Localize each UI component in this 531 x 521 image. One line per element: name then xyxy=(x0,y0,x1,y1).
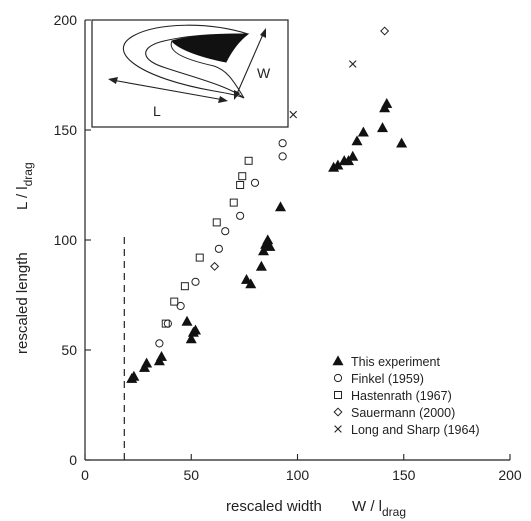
inset-dune-diagram: L W xyxy=(91,19,289,128)
x-tick-label: 0 xyxy=(81,467,89,483)
data-point xyxy=(245,278,257,289)
data-point xyxy=(236,211,245,220)
x-axis-label: rescaled width xyxy=(226,498,322,515)
legend-marker xyxy=(333,407,343,417)
legend-marker xyxy=(334,391,342,399)
data-point xyxy=(163,319,172,328)
data-point xyxy=(161,319,170,328)
dune-outline xyxy=(122,24,249,99)
width-arrow xyxy=(235,31,265,97)
data-point xyxy=(189,324,202,335)
x-tick-label: 150 xyxy=(392,467,416,483)
data-point xyxy=(195,253,204,262)
inset-length-label: L xyxy=(153,103,161,119)
data-point xyxy=(357,126,369,137)
y-axis-symbol: L / ldrag xyxy=(14,162,35,210)
width-arrowhead-top xyxy=(260,28,266,38)
data-point xyxy=(351,135,363,146)
data-point xyxy=(210,261,220,271)
inset-width-label: W xyxy=(257,65,271,81)
data-point xyxy=(347,150,359,161)
dune-horn xyxy=(170,40,245,99)
data-point xyxy=(381,97,393,108)
x-ticks: 0 50 100 150 200 xyxy=(81,454,522,483)
legend-marker xyxy=(332,355,344,366)
data-point xyxy=(214,244,223,253)
y-tick-label: 0 xyxy=(69,452,77,468)
y-axis-symbol-main: L / l xyxy=(14,186,31,210)
legend-label: Long and Sharp (1964) xyxy=(351,423,480,437)
data-point xyxy=(238,172,247,181)
x-tick-label: 50 xyxy=(183,467,199,483)
data-point xyxy=(264,240,276,251)
data-point xyxy=(185,333,197,344)
data-point xyxy=(180,282,189,291)
x-axis-symbol-main: W / l xyxy=(352,498,382,515)
data-point xyxy=(396,137,408,148)
data-point xyxy=(255,260,267,271)
data-point xyxy=(236,181,245,189)
x-tick-label: 100 xyxy=(286,467,310,483)
data-point xyxy=(221,227,230,236)
dune-slipface xyxy=(171,33,250,63)
data-point xyxy=(289,110,298,119)
data-point xyxy=(348,60,357,68)
y-axis-label: rescaled length xyxy=(14,252,31,354)
y-tick-label: 100 xyxy=(54,232,78,248)
x-tick-label: 200 xyxy=(498,467,522,483)
y-tick-label: 200 xyxy=(54,12,78,28)
data-point xyxy=(244,156,253,165)
series-0 xyxy=(126,97,408,383)
x-axis-symbol: W / ldrag xyxy=(352,498,406,519)
data-point xyxy=(155,350,168,361)
data-point xyxy=(278,152,287,161)
data-point xyxy=(274,201,287,212)
data-point xyxy=(380,26,390,36)
data-point xyxy=(170,297,179,306)
y-tick-label: 150 xyxy=(54,122,78,138)
legend-label: This experiment xyxy=(351,355,440,369)
data-point xyxy=(250,178,260,187)
legend-label: Finkel (1959) xyxy=(351,372,424,386)
y-axis-symbol-sub: drag xyxy=(21,162,35,186)
data-point xyxy=(262,234,274,245)
data-point xyxy=(181,315,193,326)
legend-label: Sauermann (2000) xyxy=(351,406,455,420)
data-point xyxy=(212,218,221,227)
length-arrowhead-right xyxy=(218,96,228,103)
x-axis-symbol-sub: drag xyxy=(382,505,406,519)
data-point xyxy=(376,122,389,133)
length-arrowhead-left xyxy=(108,77,118,84)
y-tick-label: 50 xyxy=(61,342,77,358)
data-marks xyxy=(126,26,408,383)
legend-label: Hastenrath (1967) xyxy=(351,389,452,403)
series-4 xyxy=(289,60,357,119)
length-arrow xyxy=(111,79,225,101)
inset-frame xyxy=(91,19,289,128)
data-point xyxy=(229,198,238,207)
legend: This experiment Finkel (1959) Hastenrath (… xyxy=(332,355,480,437)
data-point xyxy=(240,273,253,284)
data-point xyxy=(128,370,140,381)
data-point xyxy=(176,301,185,311)
legend-marker xyxy=(334,425,342,433)
data-point xyxy=(278,139,287,148)
series-3 xyxy=(210,26,390,271)
axes: 0 50 100 150 200 0 50 100 150 200 xyxy=(54,12,522,483)
y-ticks: 0 50 100 150 200 xyxy=(54,12,91,468)
data-point xyxy=(191,277,200,286)
legend-marker xyxy=(333,373,343,383)
series-2 xyxy=(161,156,253,328)
width-arrowhead-bottom xyxy=(234,90,240,100)
data-point xyxy=(155,339,164,348)
data-point xyxy=(141,357,153,368)
